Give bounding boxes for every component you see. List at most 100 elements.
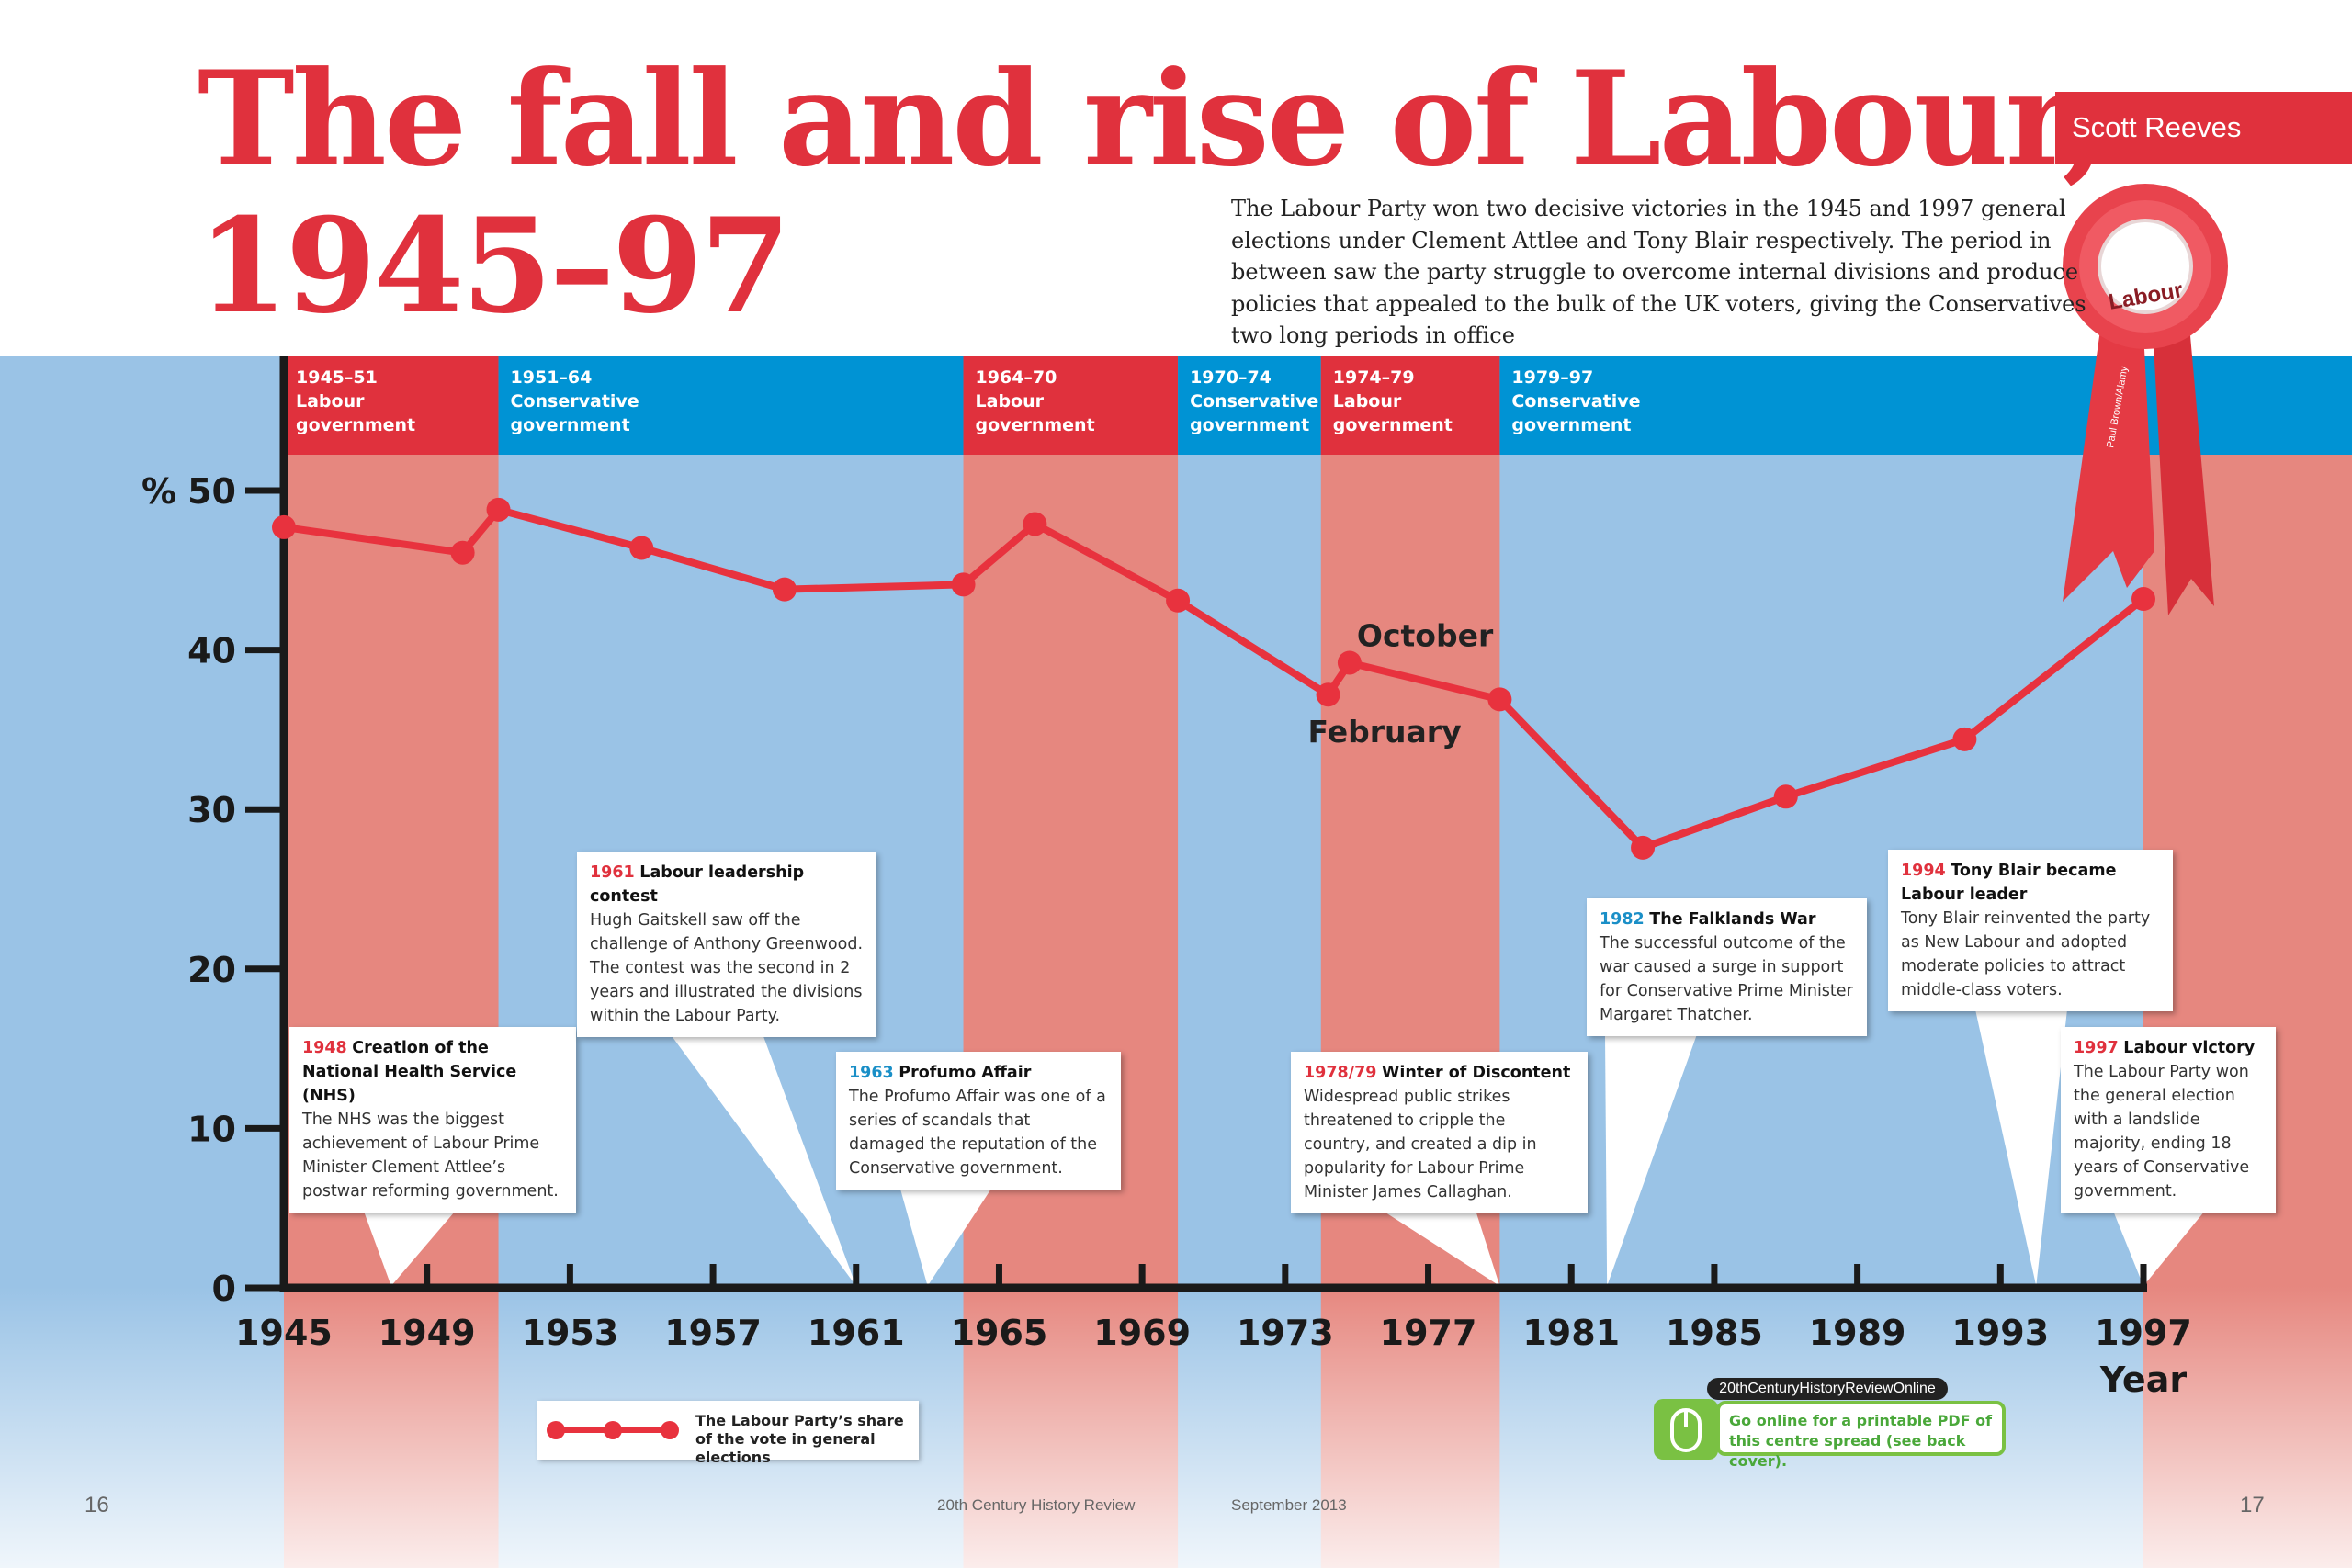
government-period: 1945–51 xyxy=(296,367,378,388)
vote-share-point xyxy=(1773,784,1798,809)
government-label: government xyxy=(296,415,416,435)
government-header xyxy=(498,356,964,455)
online-tag[interactable]: 20thCenturyHistoryReviewOnline xyxy=(1707,1378,1948,1400)
event-year: 1948 xyxy=(302,1039,347,1057)
government-period: 1979–97 xyxy=(1511,367,1594,388)
page-number-left: 16 xyxy=(85,1493,109,1517)
x-tick-label: 1953 xyxy=(522,1313,619,1353)
event-heading: Labour victory xyxy=(2123,1039,2256,1057)
x-tick-label: 1985 xyxy=(1666,1313,1763,1353)
government-party: Labour xyxy=(296,391,365,412)
event-pointer xyxy=(1384,1212,1500,1286)
chart-legend: The Labour Party’s share of the vote in … xyxy=(537,1401,919,1466)
y-tick-label: 30 xyxy=(187,790,236,830)
vote-share-point xyxy=(486,497,511,522)
y-tick-label: 20 xyxy=(187,950,236,990)
government-period: 1974–79 xyxy=(1332,367,1415,388)
mouse-icon[interactable] xyxy=(1654,1399,1718,1460)
y-tick-label: 50 xyxy=(187,471,236,512)
vote-share-point xyxy=(772,577,797,602)
event-heading: The Falklands War xyxy=(1649,910,1816,929)
event-year: 1978/79 xyxy=(1304,1064,1377,1082)
event-body: Widespread public strikes threatened to … xyxy=(1304,1088,1537,1201)
x-tick-label: 1997 xyxy=(2095,1313,2192,1353)
government-party: Conservative xyxy=(1511,391,1641,412)
event-box: 1963 Profumo Affair The Profumo Affair wa… xyxy=(836,1052,1121,1190)
x-tick-label: 1961 xyxy=(808,1313,905,1353)
vote-share-point xyxy=(1166,588,1191,613)
vote-share-point xyxy=(1023,512,1047,536)
vote-share-point xyxy=(2132,587,2155,612)
government-period: 1964–70 xyxy=(975,367,1057,388)
government-party: Conservative xyxy=(1190,391,1319,412)
vote-share-point xyxy=(1487,687,1512,712)
government-header xyxy=(1320,356,1500,455)
x-tick-label: 1969 xyxy=(1093,1313,1191,1353)
government-label: 1964–70 Labour government xyxy=(976,366,1095,437)
event-year: 1982 xyxy=(1600,910,1645,929)
government-party: Labour xyxy=(975,391,1045,412)
magazine-name: 20th Century History Review xyxy=(937,1496,1136,1514)
event-pointer xyxy=(2113,1211,2205,1286)
event-heading: Labour leadership contest xyxy=(590,863,805,906)
labour-rosette: Labour Paul Brown/Alamy xyxy=(2063,184,2228,615)
online-link[interactable]: Go online for a printable PDF of this ce… xyxy=(1716,1401,2006,1470)
government-header xyxy=(963,356,1179,455)
vote-share-point xyxy=(1631,835,1656,860)
legend-swatch xyxy=(547,1421,679,1439)
y-tick-label: 40 xyxy=(187,631,236,671)
government-header xyxy=(284,356,499,455)
x-tick-label: 1965 xyxy=(951,1313,1048,1353)
event-box: 1997 Labour victory The Labour Party won … xyxy=(2061,1027,2276,1213)
x-tick-label: 1949 xyxy=(379,1313,476,1353)
event-heading: Creation of the National Health Service … xyxy=(302,1039,517,1105)
x-tick-label: 1945 xyxy=(235,1313,333,1353)
government-label: government xyxy=(510,415,630,435)
event-pointer xyxy=(1975,1010,2067,1286)
y-tick-label: 0 xyxy=(212,1269,236,1309)
event-body: The successful outcome of the war caused… xyxy=(1600,934,1853,1024)
page-title-line2: 1945–97 xyxy=(198,190,791,343)
event-box: 1978/79 Winter of Discontent Widespread p… xyxy=(1291,1052,1588,1213)
point-annotation: February xyxy=(1308,714,1462,750)
vote-share-point xyxy=(1952,727,1977,751)
vote-share-point xyxy=(1337,650,1362,675)
government-label: 1951–64 Conservative government xyxy=(511,366,639,437)
event-pointer xyxy=(1605,1034,1697,1286)
x-tick-label: 1993 xyxy=(1951,1313,2049,1353)
vote-share-point xyxy=(450,540,475,565)
x-tick-label: 1989 xyxy=(1809,1313,1906,1353)
government-party: Conservative xyxy=(510,391,639,412)
event-box: 1994 Tony Blair became Labour leader Tony… xyxy=(1888,850,2173,1011)
event-heading: Winter of Discontent xyxy=(1382,1064,1571,1082)
government-label: 1970–74 Conservative government xyxy=(1190,366,1318,437)
page-title-line1: The fall and rise of Labour, xyxy=(198,43,2108,196)
online-text: Go online for a printable PDF of this ce… xyxy=(1729,1412,1993,1470)
government-label: 1974–79 Labour government xyxy=(1333,366,1453,437)
y-axis-title: % xyxy=(141,471,176,512)
intro-text: The Labour Party won two decisive victor… xyxy=(1231,196,2086,348)
x-tick-label: 1973 xyxy=(1237,1313,1334,1353)
author-banner: Scott Reeves xyxy=(2055,92,2352,164)
event-box: 1982 The Falklands War The successful out… xyxy=(1587,898,1867,1036)
event-body: The Labour Party won the general electio… xyxy=(2074,1063,2250,1201)
government-label: government xyxy=(1190,415,1310,435)
event-pointer xyxy=(363,1211,456,1286)
vote-share-point xyxy=(629,536,654,560)
x-tick-label: 1981 xyxy=(1522,1313,1620,1353)
event-body: The NHS was the biggest achievement of L… xyxy=(302,1111,559,1201)
event-year: 1997 xyxy=(2074,1039,2119,1057)
government-period: 1951–64 xyxy=(510,367,593,388)
government-label: government xyxy=(1332,415,1453,435)
event-year: 1961 xyxy=(590,863,635,882)
event-pointer xyxy=(899,1188,992,1286)
government-label: 1945–51 Labour government xyxy=(296,366,415,437)
event-heading: Profumo Affair xyxy=(899,1064,1032,1082)
event-pointer xyxy=(671,1035,856,1286)
vote-share-point xyxy=(951,572,976,597)
x-tick-label: 1957 xyxy=(664,1313,762,1353)
event-body: The Profumo Affair was one of a series o… xyxy=(849,1088,1106,1178)
event-box: 1961 Labour leadership contest Hugh Gaits… xyxy=(577,852,876,1037)
government-header xyxy=(1499,356,2143,455)
government-label: government xyxy=(975,415,1095,435)
